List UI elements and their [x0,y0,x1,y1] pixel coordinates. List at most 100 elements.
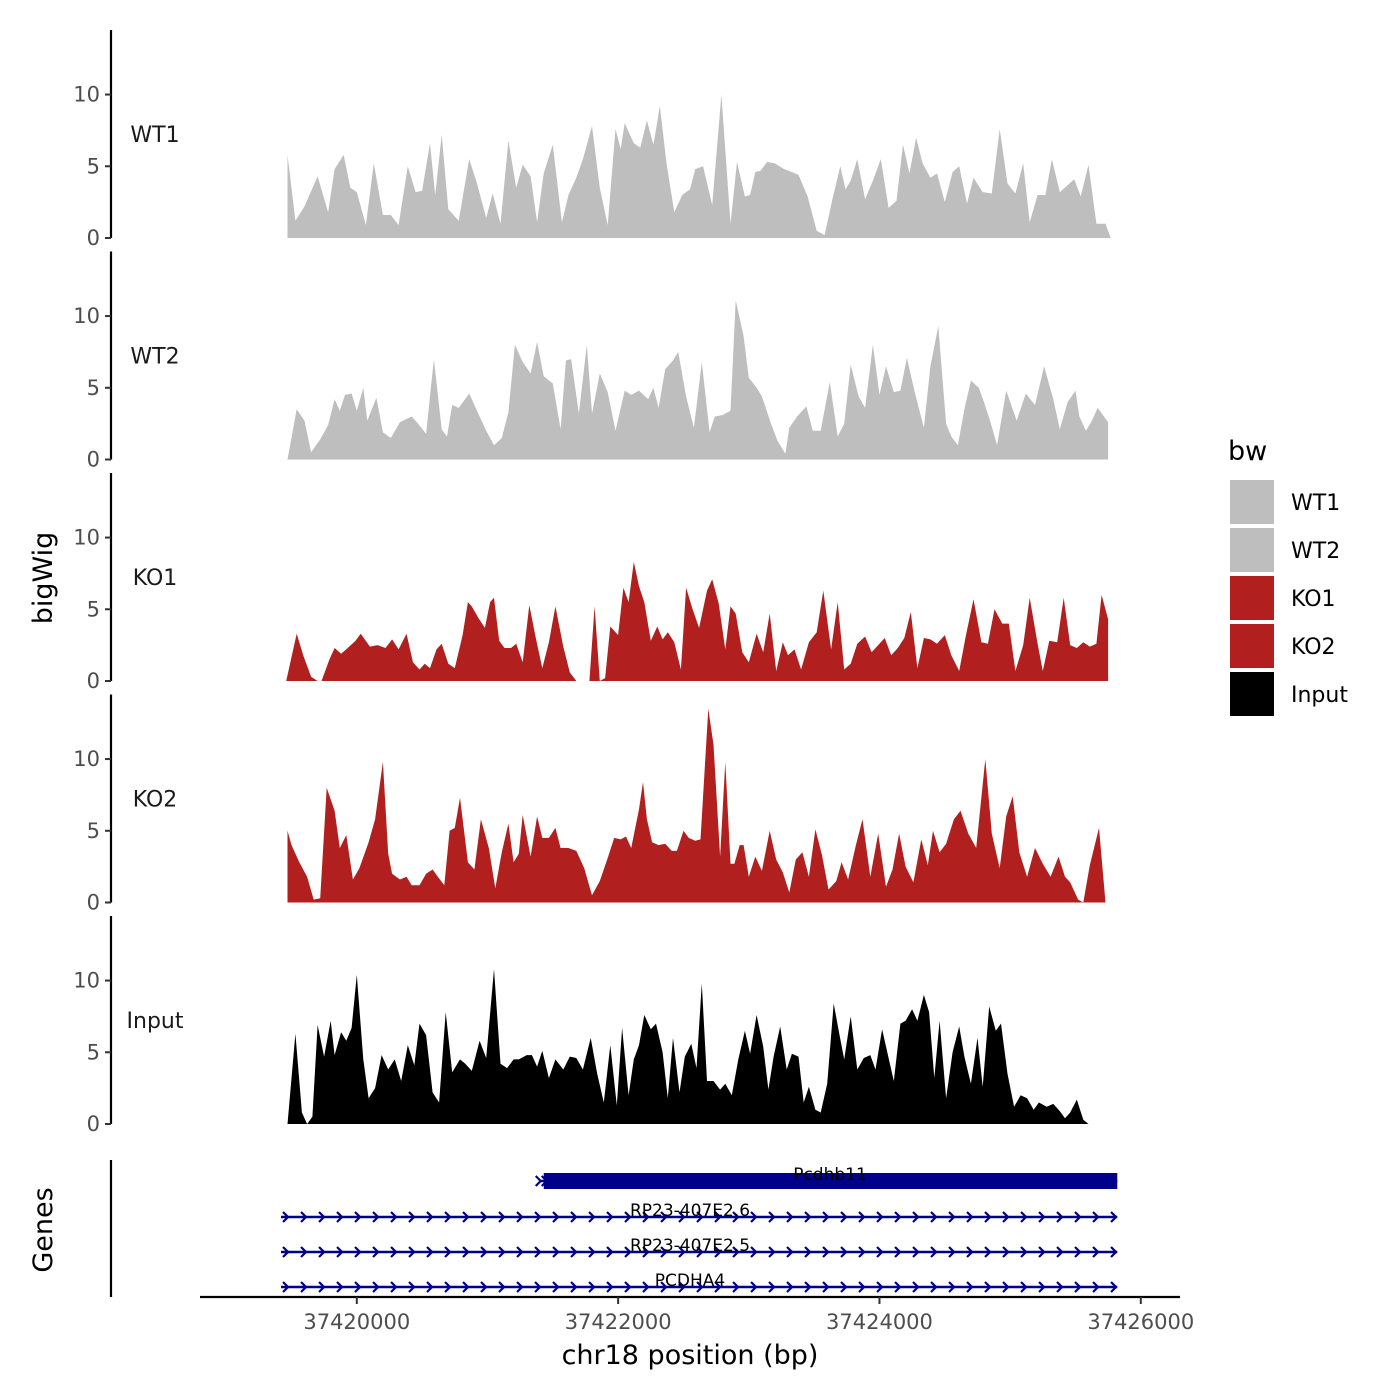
strand-arrow [570,1281,578,1293]
strand-arrow [498,1281,506,1293]
strand-arrow [894,1246,902,1258]
strand-arrow [984,1246,992,1258]
y-axis-title: bigWig [28,532,59,625]
strand-arrow [624,1281,632,1293]
strand-arrow [462,1211,470,1223]
strand-arrow [300,1281,308,1293]
strand-arrow [1092,1211,1100,1223]
strand-arrow [930,1246,938,1258]
gene-cds-box [543,1173,1118,1189]
track-wt2: 0 5 10 WT2 [73,251,1109,472]
area-ko1 [589,561,1109,681]
strand-arrow [1092,1246,1100,1258]
strand-arrow [408,1281,416,1293]
strand-arrow [444,1281,452,1293]
strand-arrow [318,1246,326,1258]
strand-arrow [1056,1246,1064,1258]
strand-arrow [642,1246,650,1258]
gene-label: RP23-407E2.6 [630,1201,750,1221]
strand-arrow [912,1281,920,1293]
strand-arrow [498,1211,506,1223]
x-axis-title: chr18 position (bp) [562,1340,819,1371]
strand-arrow [966,1246,974,1258]
strand-arrow [894,1211,902,1223]
x-axis: 37420000 37422000 37424000 37426000 [200,1295,1194,1334]
strand-arrow [624,1246,632,1258]
y-tick-label: 5 [87,154,100,178]
strand-arrow [732,1211,740,1223]
strand-arrow [930,1211,938,1223]
track-label-ko2: KO2 [133,788,178,813]
strand-arrow [300,1211,308,1223]
legend-label-ko1: KO1 [1291,587,1336,612]
legend-title: bw [1228,436,1267,467]
legend-label-wt1: WT1 [1291,491,1340,516]
strand-arrow [1074,1281,1082,1293]
strand-arrow [552,1281,560,1293]
strand-arrow [948,1246,956,1258]
strand-arrow [714,1281,722,1293]
strand-arrow [732,1246,740,1258]
strand-arrow [372,1281,380,1293]
strand-arrow [732,1281,740,1293]
x-tick-label: 37426000 [1087,1310,1194,1334]
strand-arrow [426,1281,434,1293]
strand-arrow [696,1246,704,1258]
area-wt2 [287,300,1109,460]
strand-arrow [480,1281,488,1293]
gene-pcdhb11: Pcdhb11 [534,1165,1118,1189]
legend-label-wt2: WT2 [1291,539,1340,564]
track-input: 0 5 10 Input [73,916,1111,1136]
genes-axis-title: Genes [28,1187,59,1272]
strand-arrow [480,1211,488,1223]
strand-arrow [858,1246,866,1258]
legend-key-input [1230,672,1274,716]
strand-arrow [678,1281,686,1293]
strand-arrow [390,1281,398,1293]
y-tick-label: 0 [87,1112,100,1136]
strand-arrow [1002,1211,1010,1223]
strand-arrow [786,1281,794,1293]
legend-key-ko2 [1230,624,1274,668]
strand-arrow [1056,1211,1064,1223]
strand-arrow [912,1211,920,1223]
strand-arrow [984,1281,992,1293]
strand-arrow [1110,1281,1118,1293]
strand-arrow [768,1246,776,1258]
strand-arrow [660,1281,668,1293]
legend-key-wt2 [1230,528,1274,572]
y-tick-label: 10 [73,969,100,993]
strand-arrow [930,1281,938,1293]
strand-arrow [426,1211,434,1223]
gene-label: Pcdhb11 [793,1165,867,1185]
strand-arrow [498,1246,506,1258]
strand-arrow [696,1211,704,1223]
strand-arrow [1020,1211,1028,1223]
strand-arrow [282,1211,290,1223]
strand-arrow [966,1211,974,1223]
y-tick-label: 5 [87,376,100,400]
strand-arrow [570,1211,578,1223]
strand-arrow [1074,1246,1082,1258]
track-ko1: 0 5 10 KO1 [73,473,1109,693]
strand-arrow [444,1246,452,1258]
legend: bw WT1 WT2 KO1 KO2 Input [1228,436,1348,716]
strand-arrow [642,1281,650,1293]
track-wt1: 0 5 10 WT1 [73,30,1111,250]
strand-arrow [1110,1211,1118,1223]
strand-arrow [876,1211,884,1223]
strand-arrow [606,1281,614,1293]
strand-arrow [588,1211,596,1223]
strand-arrow [822,1281,830,1293]
gene-label: PCDHA4 [655,1271,725,1291]
y-tick-label: 5 [87,597,100,621]
strand-arrow [1020,1281,1028,1293]
strand-arrow [876,1246,884,1258]
strand-arrow [750,1246,758,1258]
strand-arrow [714,1246,722,1258]
strand-arrow [282,1246,290,1258]
strand-arrow [588,1246,596,1258]
strand-arrow [858,1281,866,1293]
strand-arrow [444,1211,452,1223]
